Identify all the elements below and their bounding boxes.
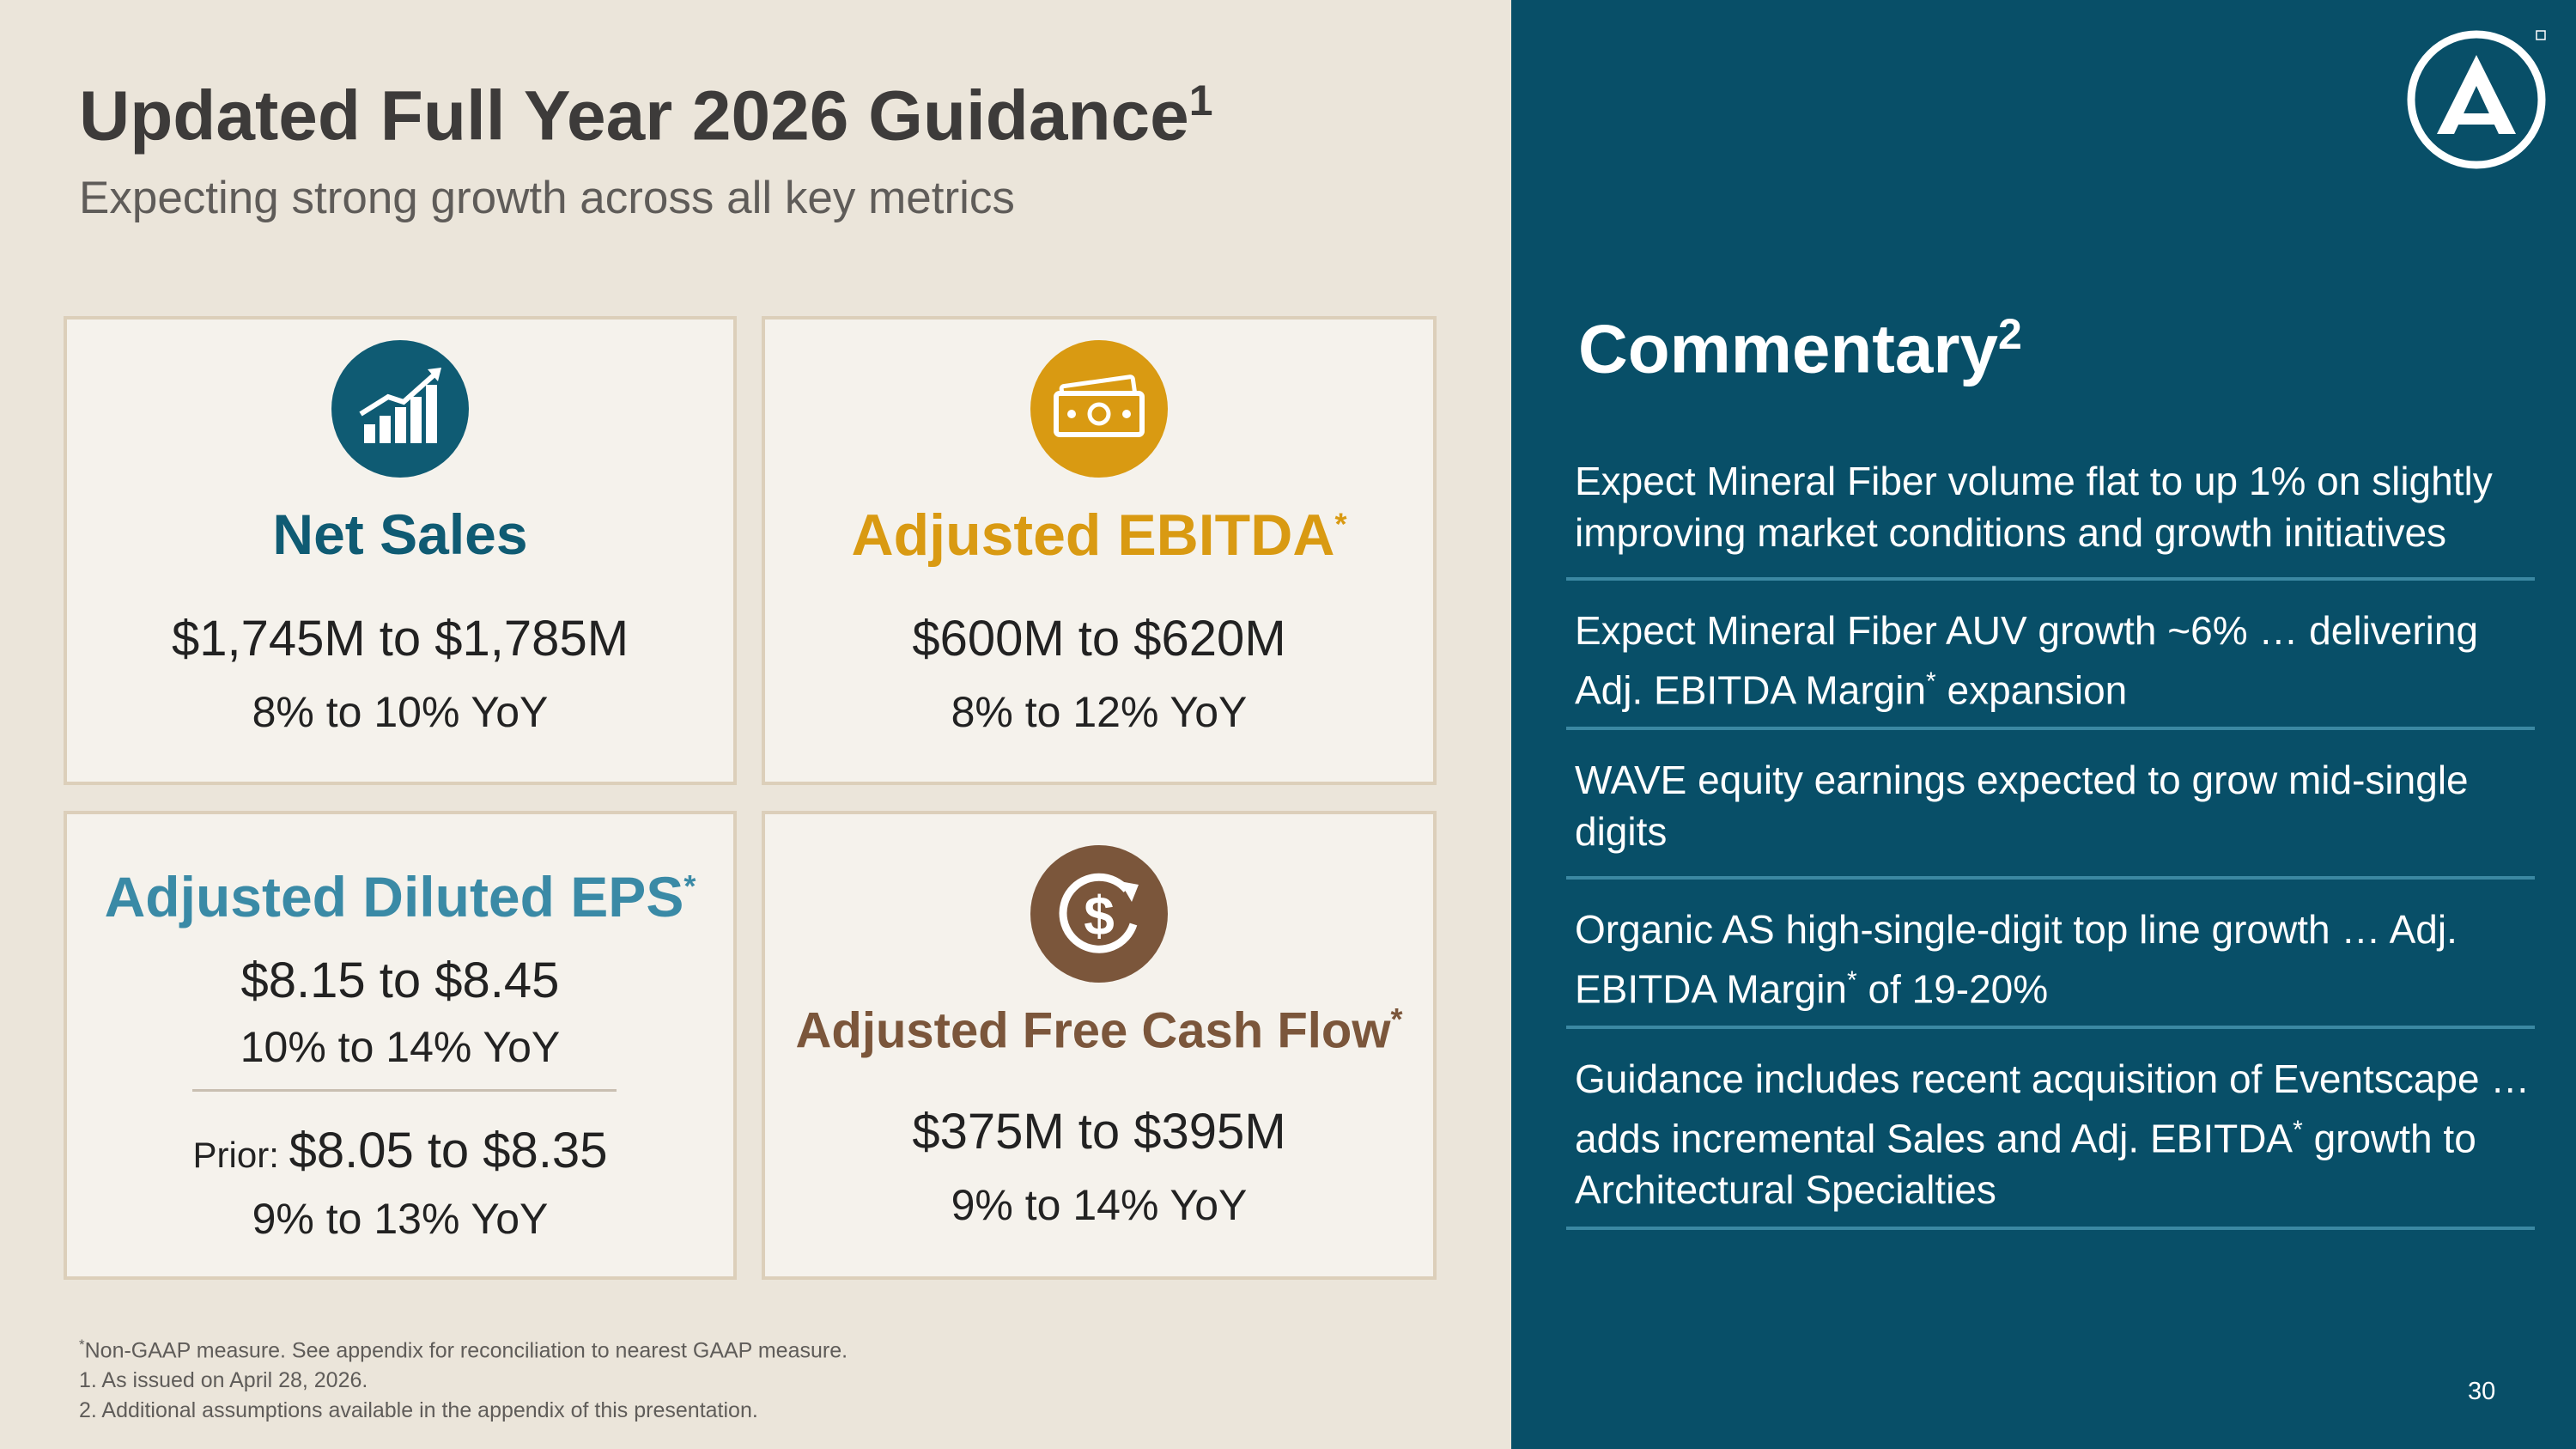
- footnote-1: 1. As issued on April 28, 2026.: [79, 1368, 368, 1393]
- dollar-cycle-icon: $: [1030, 845, 1168, 983]
- ebitda-value: $600M to $620M: [912, 611, 1286, 667]
- guidance-panel: Updated Full Year 2026 Guidance1 Expecti…: [0, 0, 1511, 1449]
- eps-prior-value: $8.05 to $8.35: [289, 1123, 608, 1178]
- commentary-divider: [1566, 1026, 2535, 1029]
- commentary-divider: [1566, 1227, 2535, 1230]
- commentary-title: Commentary2: [1578, 310, 2022, 387]
- eps-yoy: 10% to 14% YoY: [240, 1023, 561, 1071]
- commentary-item: Guidance includes recent acquisition of …: [1575, 1056, 2530, 1213]
- fcf-value: $375M to $395M: [912, 1104, 1286, 1160]
- ebitda-yoy: 8% to 12% YoY: [951, 688, 1248, 736]
- fcf-card: $ Adjusted Free Cash Flow* $375M to $395…: [762, 811, 1437, 1280]
- net-sales-card: Net Sales $1,745M to $1,785M 8% to 10% Y…: [64, 316, 737, 785]
- ebitda-title: Adjusted EBITDA*: [851, 502, 1347, 568]
- footnote-non-gaap: *Non-GAAP measure. See appendix for reco…: [79, 1336, 848, 1363]
- net-sales-value: $1,745M to $1,785M: [171, 611, 629, 667]
- bar-chart-growth-icon: [331, 340, 469, 478]
- eps-prior: Prior: $8.05 to $8.35: [67, 1122, 733, 1179]
- commentary-panel: [1511, 0, 2576, 1449]
- net-sales-yoy: 8% to 10% YoY: [252, 688, 549, 736]
- fcf-title: Adjusted Free Cash Flow*: [795, 1002, 1403, 1059]
- cash-bill-icon: [1030, 340, 1168, 478]
- page-subtitle: Expecting strong growth across all key m…: [79, 173, 1015, 223]
- footnote-2: 2. Additional assumptions available in t…: [79, 1398, 758, 1423]
- eps-prior-yoy: 9% to 13% YoY: [252, 1195, 549, 1243]
- commentary-item: Expect Mineral Fiber volume flat to up 1…: [1575, 459, 2493, 555]
- eps-value: $8.15 to $8.45: [240, 953, 560, 1008]
- net-sales-title: Net Sales: [272, 502, 528, 566]
- armstrong-a-logo-icon: [2406, 29, 2547, 170]
- eps-card: Adjusted Diluted EPS* $8.15 to $8.45 10%…: [64, 811, 737, 1280]
- commentary-item: WAVE equity earnings expected to grow mi…: [1575, 758, 2469, 854]
- eps-prior-label: Prior:: [192, 1135, 289, 1175]
- commentary-divider: [1566, 727, 2535, 730]
- commentary-divider: [1566, 876, 2535, 880]
- page-title: Updated Full Year 2026 Guidance1: [79, 76, 1213, 155]
- commentary-divider: [1566, 577, 2535, 581]
- ebitda-card: Adjusted EBITDA* $600M to $620M 8% to 12…: [762, 316, 1437, 785]
- commentary-item: Expect Mineral Fiber AUV growth ~6% … de…: [1575, 608, 2479, 713]
- page-number: 30: [2468, 1378, 2496, 1405]
- fcf-yoy: 9% to 14% YoY: [951, 1181, 1248, 1229]
- footnotes: *Non-GAAP measure. See appendix for reco…: [79, 1330, 848, 1426]
- commentary-item: Organic AS high-single-digit top line gr…: [1575, 907, 2458, 1012]
- eps-title: Adjusted Diluted EPS*: [104, 865, 696, 928]
- svg-text:$: $: [1084, 885, 1115, 947]
- eps-divider: [192, 1089, 617, 1092]
